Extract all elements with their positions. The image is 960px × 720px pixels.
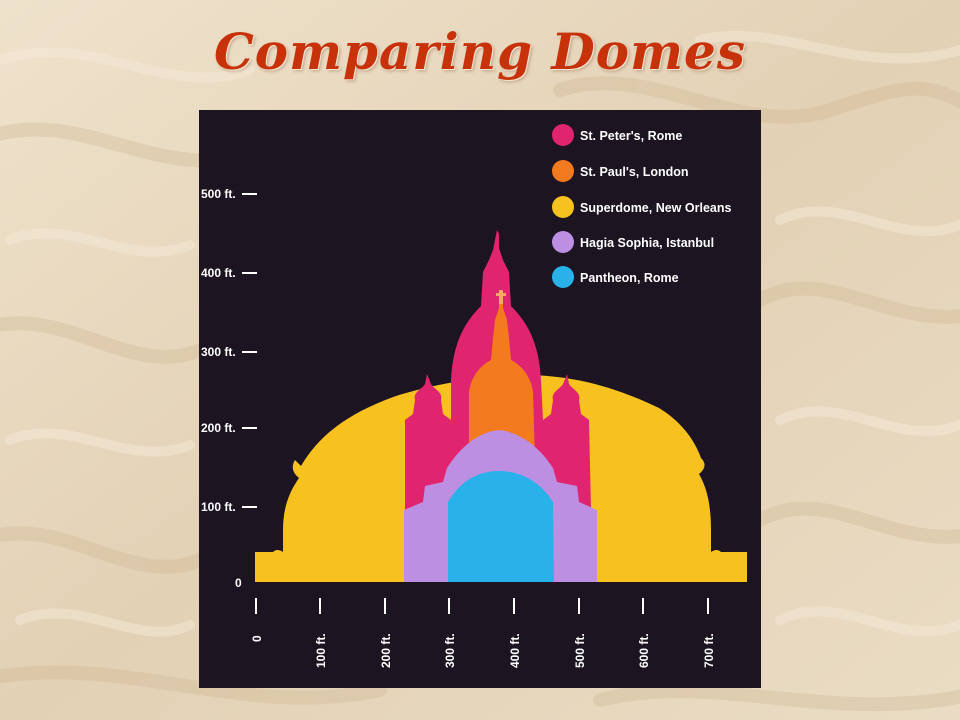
domes-diagram-svg: 500 ft. 400 ft. 300 ft. 200 ft. 100 ft. …: [199, 110, 761, 688]
height-tick-label: 200 ft.: [201, 421, 236, 435]
legend-label-st-peters: St. Peter's, Rome: [580, 129, 682, 143]
legend-label-pantheon: Pantheon, Rome: [580, 271, 679, 285]
legend-swatch-st-pauls: [552, 160, 574, 182]
st-pauls-cross: [496, 290, 506, 304]
width-tick-label: 200 ft.: [379, 633, 393, 668]
legend-label-st-pauls: St. Paul's, London: [580, 165, 689, 179]
legend-swatch-hagia-sophia: [552, 231, 574, 253]
legend-swatch-superdome: [552, 196, 574, 218]
legend-label-superdome: Superdome, New Orleans: [580, 201, 731, 215]
legend: St. Peter's, Rome St. Paul's, London Sup…: [552, 124, 731, 288]
domes-diagram: 500 ft. 400 ft. 300 ft. 200 ft. 100 ft. …: [199, 110, 761, 688]
width-tick-label: 100 ft.: [314, 633, 328, 668]
legend-label-hagia-sophia: Hagia Sophia, Istanbul: [580, 236, 714, 250]
width-tick-label: 500 ft.: [573, 633, 587, 668]
pantheon-silhouette: [448, 471, 554, 582]
height-tick-label: 100 ft.: [201, 500, 236, 514]
height-tick-label: 300 ft.: [201, 345, 236, 359]
height-tick-label: 500 ft.: [201, 187, 236, 201]
width-axis: 0 100 ft. 200 ft. 300 ft. 400 ft. 500 ft…: [250, 598, 716, 668]
width-tick-label: 0: [250, 635, 264, 642]
slide-title: Comparing Domes: [213, 22, 747, 81]
width-tick-label: 300 ft.: [443, 633, 457, 668]
height-tick-label: 0: [235, 576, 242, 590]
st-pauls-silhouette: [469, 300, 535, 462]
legend-swatch-st-peters: [552, 124, 574, 146]
legend-swatch-pantheon: [552, 266, 574, 288]
height-axis: 500 ft. 400 ft. 300 ft. 200 ft. 100 ft. …: [201, 187, 257, 590]
height-tick-label: 400 ft.: [201, 266, 236, 280]
width-tick-label: 700 ft.: [702, 633, 716, 668]
width-tick-label: 600 ft.: [637, 633, 651, 668]
width-tick-label: 400 ft.: [508, 633, 522, 668]
